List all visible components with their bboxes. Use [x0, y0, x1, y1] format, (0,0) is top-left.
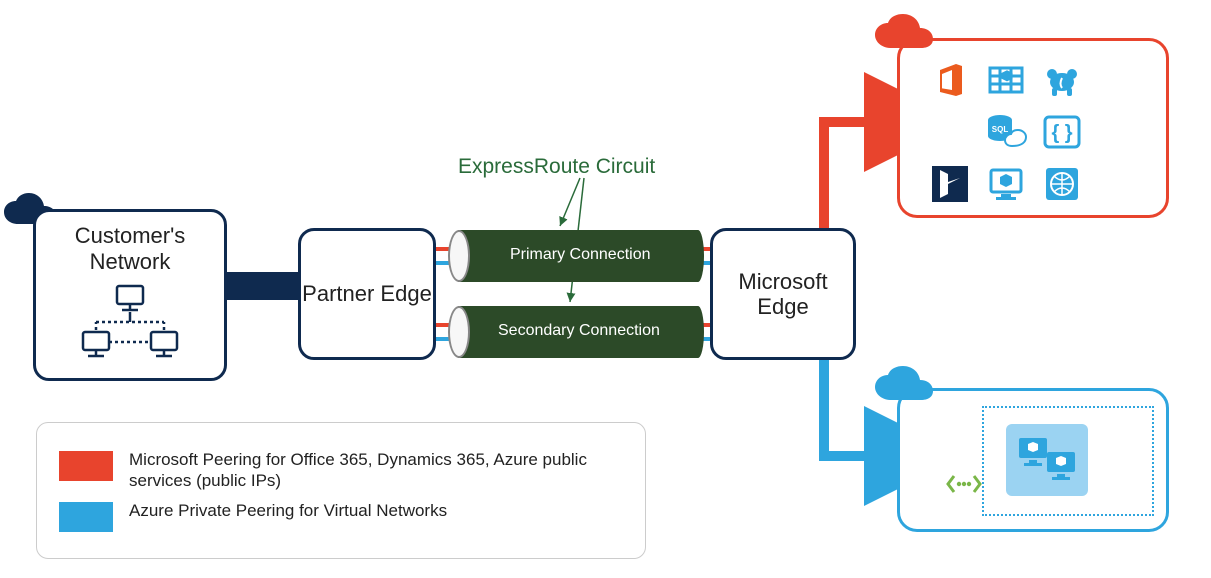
lan-icon — [75, 284, 185, 367]
dynamics-icon — [928, 162, 972, 206]
legend-row-red: Microsoft Peering for Office 365, Dynami… — [59, 449, 623, 492]
legend-row-blue: Azure Private Peering for Virtual Networ… — [59, 500, 623, 532]
microsoft-edge-box: Microsoft Edge — [710, 228, 856, 360]
cube-monitor-icon — [984, 162, 1028, 206]
ms-services-icons: SQL { } — [928, 58, 1084, 206]
spacer — [928, 110, 972, 154]
customer-to-partner-link — [227, 272, 298, 300]
legend-box: Microsoft Peering for Office 365, Dynami… — [36, 422, 646, 559]
partner-edge-box: Partner Edge — [298, 228, 436, 360]
partner-edge-label: Partner Edge — [302, 281, 432, 306]
svg-text:{ }: { } — [1051, 122, 1072, 144]
ms-peering-cloud-icon — [871, 12, 941, 56]
legend-text-red: Microsoft Peering for Office 365, Dynami… — [129, 449, 609, 492]
secondary-pipe-label: Secondary Connection — [498, 322, 660, 340]
secondary-pipe: Secondary Connection — [448, 306, 704, 358]
svg-text:SQL: SQL — [992, 125, 1009, 134]
sql-icon: SQL — [984, 110, 1028, 154]
customer-network-label: Customer's Network — [36, 223, 224, 274]
primary-pipe: Primary Connection — [448, 230, 704, 282]
private-peering-cloud-icon — [871, 364, 941, 408]
brackets-icon: { } — [1040, 110, 1084, 154]
customer-network-box: Customer's Network — [33, 209, 227, 381]
microsoft-edge-label: Microsoft Edge — [713, 269, 853, 320]
hdinsight-icon — [1040, 58, 1084, 102]
primary-pipe-label: Primary Connection — [510, 246, 651, 264]
vm-box — [1006, 424, 1088, 496]
office-icon — [928, 58, 972, 102]
legend-text-blue: Azure Private Peering for Virtual Networ… — [129, 500, 447, 521]
legend-swatch-blue — [59, 502, 113, 532]
globe-icon — [1040, 162, 1084, 206]
table-storage-icon — [984, 58, 1028, 102]
vnet-peering-icon — [946, 472, 982, 501]
legend-swatch-red — [59, 451, 113, 481]
expressroute-title: ExpressRoute Circuit — [458, 155, 655, 179]
